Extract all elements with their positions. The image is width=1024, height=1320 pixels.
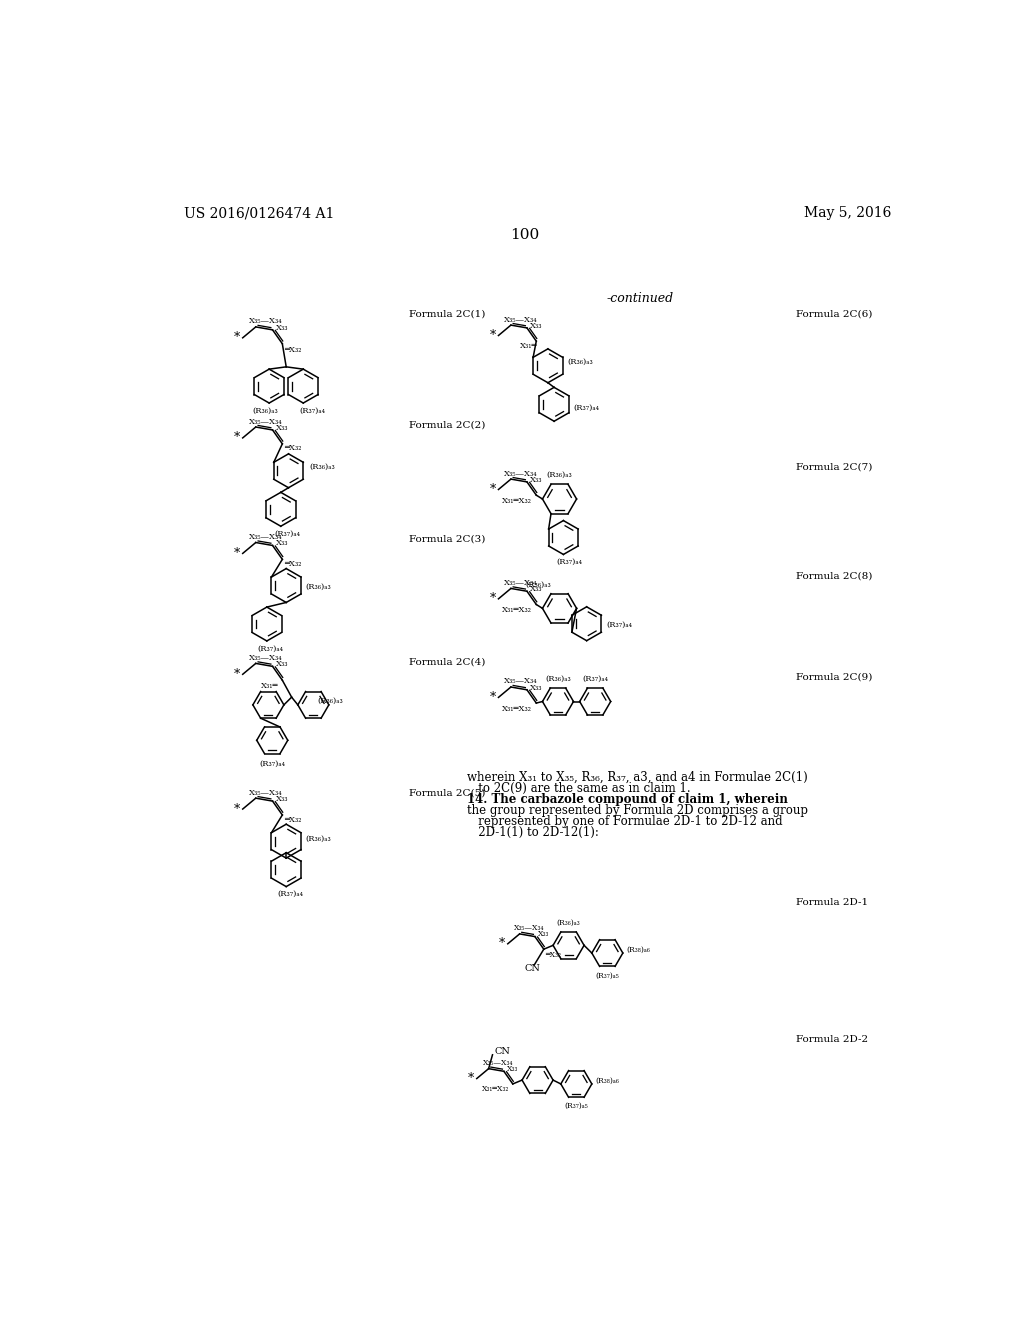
Text: Formula 2C(3): Formula 2C(3) [409,535,485,543]
Text: (R₃₇)ₐ₄: (R₃₇)ₐ₄ [606,622,632,630]
Text: 100: 100 [510,227,540,242]
Text: (R₃₆)ₐ₃: (R₃₆)ₐ₃ [557,919,581,927]
Text: *: * [234,546,241,560]
Text: X₃₃: X₃₃ [530,684,543,692]
Text: X₃₁═X₃₂: X₃₁═X₃₂ [503,496,532,504]
Text: ═X₃₂: ═X₃₂ [546,950,561,958]
Text: X₃₅—X₃₄: X₃₅—X₃₄ [504,677,538,685]
Text: *: * [234,432,241,445]
Text: X₃₃: X₃₃ [530,585,543,593]
Text: Formula 2D-2: Formula 2D-2 [796,1035,868,1044]
Text: X₃₅—X₃₄: X₃₅—X₃₄ [249,789,283,797]
Text: *: * [489,593,496,606]
Text: CN: CN [495,1047,511,1056]
Text: Formula 2C(4): Formula 2C(4) [409,657,485,667]
Text: (R₃₇)ₐ₅: (R₃₇)ₐ₅ [595,972,620,979]
Text: Formula 2C(6): Formula 2C(6) [796,309,872,318]
Text: X₃₁═: X₃₁═ [261,681,279,689]
Text: 2D-1(1) to 2D-12(1):: 2D-1(1) to 2D-12(1): [467,826,599,840]
Text: Formula 2C(7): Formula 2C(7) [796,462,872,471]
Text: -continued: -continued [606,292,674,305]
Text: X₃₅—X₃₄: X₃₅—X₃₄ [249,318,283,326]
Text: *: * [489,329,496,342]
Text: Formula 2C(5): Formula 2C(5) [409,788,485,797]
Text: X₃₅—X₃₄: X₃₅—X₃₄ [249,533,283,541]
Text: X₃₃: X₃₃ [275,795,288,803]
Text: (R₃₈)ₐ₆: (R₃₈)ₐ₆ [595,1077,618,1085]
Text: X₃₅—X₃₄: X₃₅—X₃₄ [514,924,544,932]
Text: X₃₃: X₃₃ [507,1065,518,1073]
Text: CN: CN [524,964,540,973]
Text: X₃₁═: X₃₁═ [520,342,538,350]
Text: ═X₃₂: ═X₃₂ [284,560,301,568]
Text: US 2016/0126474 A1: US 2016/0126474 A1 [183,206,334,220]
Text: X₃₁═X₃₂: X₃₁═X₃₂ [503,705,532,713]
Text: *: * [489,690,496,704]
Text: X₃₃: X₃₃ [275,660,288,668]
Text: (R₃₇)ₐ₄: (R₃₇)ₐ₄ [573,404,599,412]
Text: X₃₃: X₃₃ [275,539,288,548]
Text: (R₃₆)ₐ₃: (R₃₆)ₐ₃ [317,697,343,705]
Text: X₃₃: X₃₃ [275,323,288,331]
Text: X₃₃: X₃₃ [530,322,543,330]
Text: Formula 2C(2): Formula 2C(2) [409,420,485,429]
Text: to 2C(9) are the same as in claim 1.: to 2C(9) are the same as in claim 1. [467,781,691,795]
Text: *: * [489,483,496,496]
Text: X₃₁═X₃₂: X₃₁═X₃₂ [481,1085,509,1093]
Text: wherein X₃₁ to X₃₅, R₃₆, R₃₇, a3, and a4 in Formulae 2C(1): wherein X₃₁ to X₃₅, R₃₆, R₃₇, a3, and a4… [467,771,808,784]
Text: (R₃₆)ₐ₃: (R₃₆)ₐ₃ [525,581,552,589]
Text: (R₃₆)ₐ₃: (R₃₆)ₐ₃ [547,470,572,478]
Text: ═X₃₂: ═X₃₂ [284,346,301,354]
Text: (R₃₆)ₐ₃: (R₃₆)ₐ₃ [252,407,279,414]
Text: (R₃₆)ₐ₃: (R₃₆)ₐ₃ [309,463,335,471]
Text: (R₃₇)ₐ₄: (R₃₇)ₐ₄ [300,407,326,414]
Text: (R₃₆)ₐ₃: (R₃₆)ₐ₃ [305,834,332,843]
Text: (R₃₇)ₐ₄: (R₃₇)ₐ₄ [583,676,608,684]
Text: X₃₃: X₃₃ [530,475,543,483]
Text: X₃₁═X₃₂: X₃₁═X₃₂ [503,606,532,614]
Text: represented by one of Formulae 2D-1 to 2D-12 and: represented by one of Formulae 2D-1 to 2… [467,816,783,828]
Text: X₃₃: X₃₃ [275,424,288,432]
Text: May 5, 2016: May 5, 2016 [804,206,891,220]
Text: ═X₃₂: ═X₃₂ [284,816,301,824]
Text: Formula 2C(1): Formula 2C(1) [409,309,485,318]
Text: the group represented by Formula 2D comprises a group: the group represented by Formula 2D comp… [467,804,809,817]
Text: (R₃₇)ₐ₄: (R₃₇)ₐ₄ [258,644,284,652]
Text: X₃₅—X₃₄: X₃₅—X₃₄ [504,579,538,587]
Text: (R₃₆)ₐ₃: (R₃₆)ₐ₃ [545,676,570,684]
Text: Formula 2C(8): Formula 2C(8) [796,572,872,581]
Text: Formula 2C(9): Formula 2C(9) [796,673,872,681]
Text: *: * [468,1072,474,1085]
Text: (R₃₇)ₐ₄: (R₃₇)ₐ₄ [274,529,300,539]
Text: (R₃₇)ₐ₄: (R₃₇)ₐ₄ [557,558,583,566]
Text: ═X₃₂: ═X₃₂ [284,445,301,453]
Text: X₃₅—X₃₄: X₃₅—X₃₄ [504,315,538,323]
Text: *: * [234,803,241,816]
Text: (R₃₇)ₐ₄: (R₃₇)ₐ₄ [259,759,286,767]
Text: Formula 2D-1: Formula 2D-1 [796,898,868,907]
Text: (R₃₈)ₐ₆: (R₃₈)ₐ₆ [626,946,650,954]
Text: *: * [234,668,241,681]
Text: (R₃₇)ₐ₅: (R₃₇)ₐ₅ [564,1102,588,1110]
Text: (R₃₇)ₐ₄: (R₃₇)ₐ₄ [278,890,303,899]
Text: (R₃₆)ₐ₃: (R₃₆)ₐ₃ [305,583,332,591]
Text: X₃₅—X₃₄: X₃₅—X₃₄ [504,470,538,478]
Text: X₃₅—X₃₄: X₃₅—X₃₄ [482,1059,513,1067]
Text: *: * [499,937,506,950]
Text: X₃₅—X₃₄: X₃₅—X₃₄ [249,653,283,661]
Text: *: * [234,331,241,345]
Text: (R₃₆)ₐ₃: (R₃₆)ₐ₃ [567,358,593,366]
Text: X₃₃: X₃₃ [538,931,549,939]
Text: X₃₅—X₃₄: X₃₅—X₃₄ [249,417,283,425]
Text: 14. The carbazole compound of claim 1, wherein: 14. The carbazole compound of claim 1, w… [467,793,788,807]
